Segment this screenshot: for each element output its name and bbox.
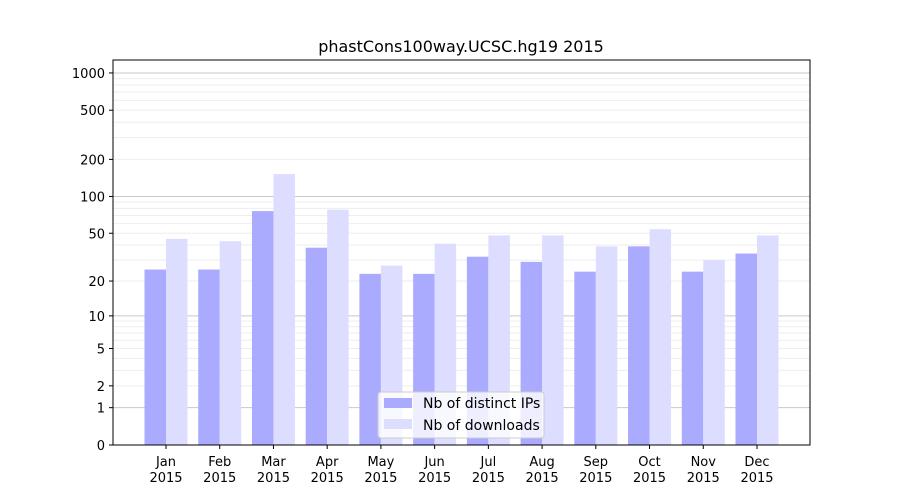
y-tick-label: 200 xyxy=(80,153,105,168)
x-tick-label: 2015 xyxy=(526,471,559,486)
bar-distinct-ips xyxy=(735,253,757,445)
x-tick-label: Dec xyxy=(744,455,769,470)
y-tick-label: 50 xyxy=(88,227,105,242)
plot-frame xyxy=(112,59,811,446)
x-tick-label: Sep xyxy=(584,455,609,470)
y-tick-label: 500 xyxy=(80,104,105,119)
y-tick-label: 1000 xyxy=(72,67,105,82)
bar-downloads xyxy=(327,209,349,445)
legend-box xyxy=(377,391,545,439)
x-tick-label: 2015 xyxy=(687,471,720,486)
legend: Nb of distinct IPs Nb of downloads xyxy=(377,391,545,439)
bar-distinct-ips xyxy=(251,211,274,445)
x-tick-label: 2015 xyxy=(472,471,505,486)
bar-downloads xyxy=(595,246,618,445)
bar-downloads xyxy=(273,174,295,445)
x-tick-label: Oct xyxy=(638,455,660,470)
chart-title: phastCons100way.UCSC.hg19 2015 xyxy=(318,37,604,56)
y-tick-label: 100 xyxy=(80,190,105,205)
y-tick-label: 5 xyxy=(97,343,105,358)
x-tick-label: Mar xyxy=(261,455,286,470)
x-tick-label: 2015 xyxy=(257,471,290,486)
bar-distinct-ips xyxy=(681,271,704,445)
x-tick-label: 2015 xyxy=(633,471,666,486)
x-tick-label: Feb xyxy=(208,455,231,470)
y-tick-label: 10 xyxy=(88,310,105,325)
bar-downloads xyxy=(703,260,725,445)
bar-downloads xyxy=(757,235,779,445)
bar-downloads xyxy=(166,238,188,445)
bar-distinct-ips xyxy=(628,246,650,445)
legend-swatch-ips xyxy=(384,398,412,408)
x-tick-label: Jan xyxy=(155,455,176,470)
bar-downloads xyxy=(649,229,672,445)
y-tick-label: 2 xyxy=(97,380,105,395)
x-tick-label: 2015 xyxy=(203,471,236,486)
bar-downloads xyxy=(542,235,564,445)
bar-distinct-ips xyxy=(574,271,596,445)
x-axis: Jan2015Feb2015Mar2015Apr2015May2015Jun20… xyxy=(149,445,774,486)
x-tick-label: Aug xyxy=(529,455,554,470)
y-axis: 0 1 2 5 10 20 50 100 200 500 1000 xyxy=(72,67,113,454)
x-tick-label: May xyxy=(367,455,394,470)
x-tick-label: 2015 xyxy=(149,471,182,486)
bar-distinct-ips xyxy=(305,247,328,445)
bar-distinct-ips xyxy=(359,273,381,445)
x-tick-label: 2015 xyxy=(364,471,397,486)
y-tick-label: 1 xyxy=(97,402,105,417)
bar-distinct-ips xyxy=(144,269,166,445)
legend-label-ips: Nb of distinct IPs xyxy=(423,396,540,412)
bar-distinct-ips xyxy=(198,269,220,445)
x-tick-label: 2015 xyxy=(579,471,612,486)
x-tick-label: 2015 xyxy=(740,471,773,486)
x-tick-label: Jul xyxy=(480,455,497,470)
x-tick-label: Apr xyxy=(316,455,339,470)
y-tick-label: 20 xyxy=(88,275,105,290)
legend-swatch-downloads xyxy=(384,419,412,429)
y-tick-label: 0 xyxy=(97,439,105,454)
bars xyxy=(144,174,779,445)
x-tick-label: 2015 xyxy=(311,471,344,486)
legend-label-downloads: Nb of downloads xyxy=(423,418,540,434)
x-tick-label: 2015 xyxy=(418,471,451,486)
bar-downloads xyxy=(219,241,242,445)
x-tick-label: Nov xyxy=(691,455,717,470)
x-tick-label: Jun xyxy=(423,455,444,470)
